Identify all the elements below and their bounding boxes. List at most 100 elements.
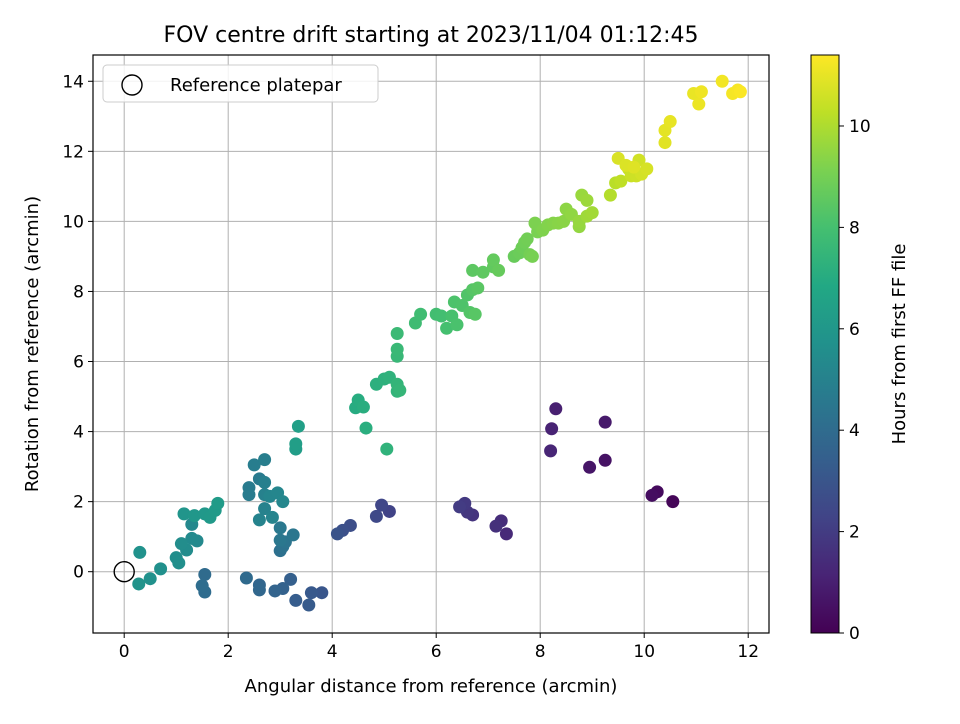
y-tick-label: 0 [73, 563, 84, 583]
data-point [177, 507, 191, 521]
y-tick-label: 4 [73, 423, 84, 443]
x-tick-label: 12 [737, 642, 759, 662]
data-point [468, 307, 482, 321]
data-point [390, 326, 404, 340]
data-point [369, 509, 383, 523]
data-point [291, 419, 305, 433]
data-point [304, 586, 318, 600]
data-point [380, 442, 394, 456]
data-point [390, 342, 404, 356]
data-point [195, 579, 209, 593]
colorbar [810, 54, 840, 634]
data-point [489, 519, 503, 533]
x-tick-label: 10 [633, 642, 655, 662]
reference-marker-layer [113, 560, 135, 583]
y-tick-label: 12 [62, 142, 84, 162]
colorbar-tick-label: 8 [849, 218, 860, 238]
data-point [585, 206, 599, 220]
colorbar-tick-label: 6 [849, 320, 860, 340]
data-point [330, 527, 344, 541]
data-point [133, 545, 147, 559]
data-point [174, 537, 188, 551]
data-point [466, 263, 480, 277]
data-point [356, 400, 370, 414]
data-point [414, 307, 428, 321]
y-tick-label: 14 [62, 72, 84, 92]
legend-reference-marker [121, 74, 143, 96]
data-point [627, 160, 641, 174]
data-point [247, 458, 261, 472]
data-point [276, 495, 290, 509]
data-point [289, 593, 303, 607]
data-point [598, 415, 612, 429]
data-point [450, 318, 464, 332]
data-point [476, 265, 490, 279]
x-axis-label: Angular distance from reference (arcmin) [245, 676, 618, 697]
colorbar-tick-label: 10 [849, 117, 871, 137]
colorbar-tick-label: 0 [849, 624, 860, 644]
x-tick-label: 6 [431, 642, 442, 662]
plot-frame [92, 54, 770, 634]
data-point [663, 115, 677, 129]
grid [93, 55, 769, 633]
y-tick-label: 6 [73, 353, 84, 373]
data-point [525, 249, 539, 263]
data-point [198, 567, 212, 581]
data-point [453, 500, 467, 514]
data-point [440, 321, 454, 335]
data-point [598, 453, 612, 467]
y-axis-label: Rotation from reference (arcmin) [22, 196, 43, 492]
colorbar-tick-label: 2 [849, 523, 860, 543]
y-tick-label: 2 [73, 493, 84, 513]
data-point [258, 502, 272, 516]
x-tick-label: 8 [535, 642, 546, 662]
data-point [692, 97, 706, 111]
data-point [393, 383, 407, 397]
y-axis-ticks: 0 2 4 6 8 10 12 14 [62, 72, 93, 583]
data-points [132, 74, 747, 612]
data-point [252, 513, 266, 527]
data-point [375, 498, 389, 512]
data-point [265, 510, 279, 524]
data-point [258, 475, 272, 489]
data-point [694, 85, 708, 99]
x-tick-label: 2 [223, 642, 234, 662]
data-point [645, 488, 659, 502]
data-point [733, 85, 747, 99]
data-point [471, 281, 485, 295]
data-point [614, 174, 628, 188]
data-point [359, 421, 373, 435]
legend-entry-reference: Reference platepar [170, 75, 342, 96]
data-point [544, 444, 558, 458]
data-point [545, 422, 559, 436]
data-point [273, 521, 287, 535]
x-tick-label: 0 [119, 642, 130, 662]
y-tick-label: 10 [62, 212, 84, 232]
data-point [434, 309, 448, 323]
data-point [603, 188, 617, 202]
data-point [286, 528, 300, 542]
data-point [242, 488, 256, 502]
data-point [273, 533, 287, 547]
data-point [132, 577, 146, 591]
data-point [185, 531, 199, 545]
legend: Reference platepar [102, 64, 379, 103]
data-point [315, 586, 329, 600]
data-point [172, 556, 186, 570]
data-point [143, 572, 157, 586]
colorbar-tick-label: 4 [849, 421, 860, 441]
data-point [583, 460, 597, 474]
data-point [289, 437, 303, 451]
colorbar-ticks: 0 2 4 6 8 10 [839, 117, 871, 644]
data-point [486, 253, 500, 267]
data-point [549, 402, 563, 416]
data-point [302, 598, 316, 612]
data-point [252, 583, 266, 597]
chart-title: FOV centre drift starting at 2023/11/04 … [164, 23, 699, 48]
data-point [239, 571, 253, 585]
x-axis-ticks: 0 2 4 6 8 10 12 [119, 633, 759, 662]
y-tick-label: 8 [73, 282, 84, 302]
data-point [666, 495, 680, 509]
data-point [492, 263, 506, 277]
